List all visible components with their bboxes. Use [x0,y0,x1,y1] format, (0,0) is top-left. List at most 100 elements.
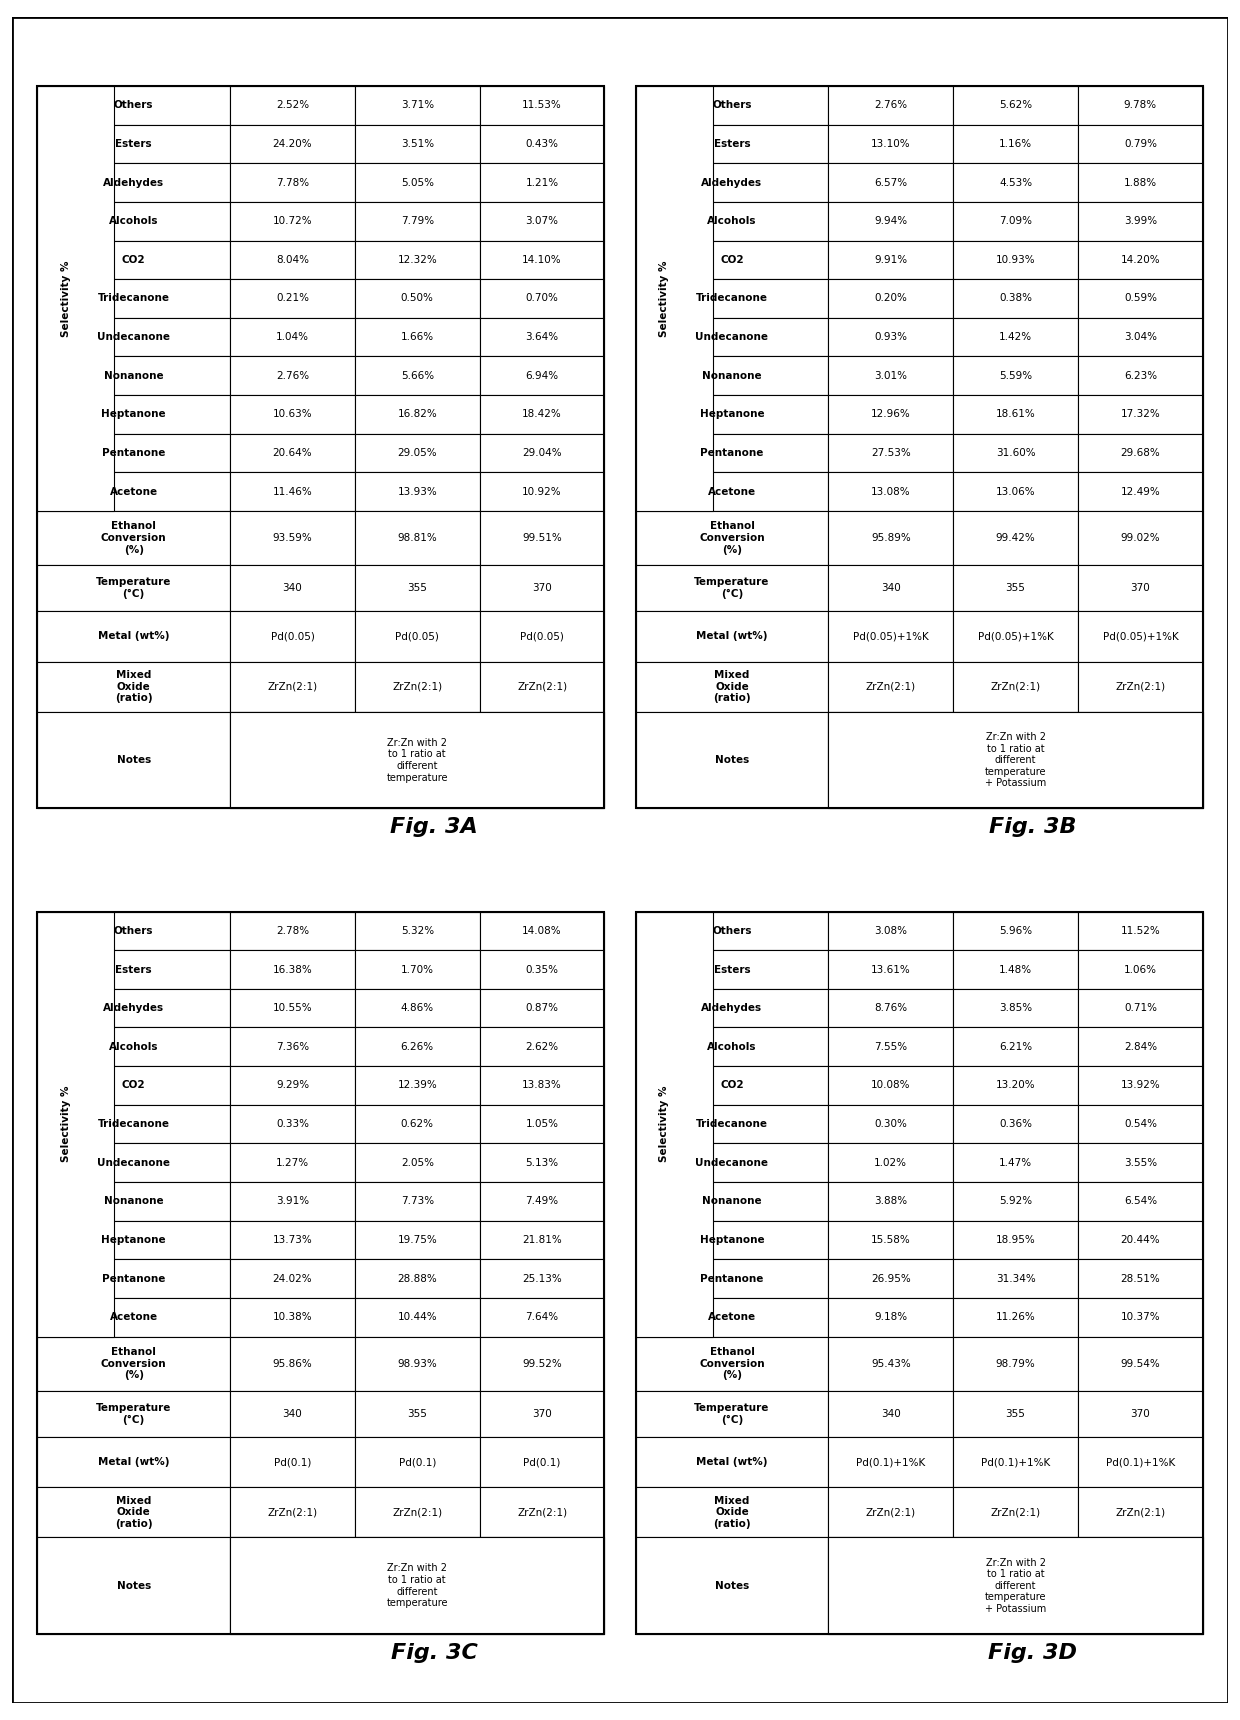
Bar [828,511,954,566]
Bar [37,318,231,356]
Bar [828,124,954,163]
Text: 1.05%: 1.05% [526,1120,558,1128]
Bar [954,1221,1078,1259]
Text: 27.53%: 27.53% [870,447,910,458]
Bar [37,1299,231,1336]
Text: Pd(0.1)+1%K: Pd(0.1)+1%K [981,1457,1050,1467]
Text: 6.21%: 6.21% [999,1042,1032,1053]
Text: Pd(0.1): Pd(0.1) [523,1457,560,1467]
Text: 19.75%: 19.75% [397,1235,438,1245]
Bar [480,241,604,279]
Text: Metal (wt%): Metal (wt%) [696,1457,768,1467]
Bar [480,318,604,356]
Bar [954,1336,1078,1391]
Text: 10.44%: 10.44% [398,1312,438,1323]
Bar [231,1391,355,1436]
Text: Tridecanone: Tridecanone [696,294,768,303]
Bar [355,1538,480,1634]
Bar [828,712,954,808]
Text: 10.63%: 10.63% [273,409,312,420]
Bar [37,1221,231,1259]
Bar [1078,511,1203,566]
Bar [480,1066,604,1104]
Text: Aldehydes: Aldehydes [702,1003,763,1013]
Bar [828,662,954,712]
Text: 3.08%: 3.08% [874,925,908,936]
Text: 1.21%: 1.21% [526,177,559,187]
Text: 7.55%: 7.55% [874,1042,908,1053]
Bar [37,1104,231,1144]
Text: 25.13%: 25.13% [522,1273,562,1283]
Text: Esters: Esters [115,965,153,975]
Bar [954,989,1078,1027]
Bar [355,1436,480,1488]
Text: Alcohols: Alcohols [109,1042,159,1053]
Bar [635,86,828,124]
Bar [355,1221,480,1259]
Text: 370: 370 [532,1409,552,1419]
Bar [37,433,231,473]
Bar [635,163,828,201]
Bar [635,1182,828,1221]
Text: 0.20%: 0.20% [874,294,908,303]
Text: 31.34%: 31.34% [996,1273,1035,1283]
Text: 28.88%: 28.88% [397,1273,438,1283]
Text: Mixed
Oxide
(ratio): Mixed Oxide (ratio) [713,1496,750,1529]
Bar [231,473,355,511]
Text: ZrZn(2:1): ZrZn(2:1) [866,1507,916,1517]
Bar [355,566,480,611]
Bar [954,566,1078,611]
Text: 340: 340 [880,1409,900,1419]
Bar [37,163,231,201]
Bar [355,1259,480,1299]
Text: 31.60%: 31.60% [996,447,1035,458]
Bar [828,1436,954,1488]
Bar [954,1144,1078,1182]
Bar [231,712,355,808]
Text: Pd(0.05)+1%K: Pd(0.05)+1%K [853,631,929,642]
Bar [828,566,954,611]
Text: ZrZn(2:1): ZrZn(2:1) [991,1507,1040,1517]
Bar [231,1259,355,1299]
Text: 3.99%: 3.99% [1123,217,1157,227]
Bar [480,912,604,949]
Text: CO2: CO2 [122,255,145,265]
Text: 4.53%: 4.53% [999,177,1032,187]
Bar [954,712,1078,808]
Text: Ethanol
Conversion
(%): Ethanol Conversion (%) [100,521,166,554]
Bar [828,201,954,241]
Bar [355,396,480,433]
Bar [1078,124,1203,163]
Text: Others: Others [114,100,154,110]
Text: 2.78%: 2.78% [277,925,309,936]
Text: 1.70%: 1.70% [401,965,434,975]
Text: Tridecanone: Tridecanone [98,1120,170,1128]
Bar [635,1221,828,1259]
Bar [635,611,828,662]
Text: 370: 370 [1131,583,1151,593]
Text: CO2: CO2 [720,1080,744,1090]
Text: 13.61%: 13.61% [870,965,910,975]
Bar [231,318,355,356]
Text: Fig. 3C: Fig. 3C [391,1643,477,1663]
Bar [828,1144,954,1182]
Bar [828,1538,1203,1634]
Text: Pentanone: Pentanone [102,1273,165,1283]
Bar [635,241,828,279]
Bar [231,279,355,318]
Bar [635,912,828,949]
Text: Pd(0.05): Pd(0.05) [520,631,564,642]
Bar [828,1066,954,1104]
Bar [828,241,954,279]
Bar [954,433,1078,473]
Text: 16.38%: 16.38% [273,965,312,975]
Text: Pd(0.05)+1%K: Pd(0.05)+1%K [1102,631,1178,642]
Text: Fig. 3A: Fig. 3A [391,817,479,838]
Bar [635,511,828,566]
Bar [828,1336,954,1391]
Text: 24.20%: 24.20% [273,139,312,150]
Text: 9.18%: 9.18% [874,1312,908,1323]
Bar [355,356,480,396]
Bar [231,566,355,611]
Text: Notes: Notes [117,1581,151,1591]
